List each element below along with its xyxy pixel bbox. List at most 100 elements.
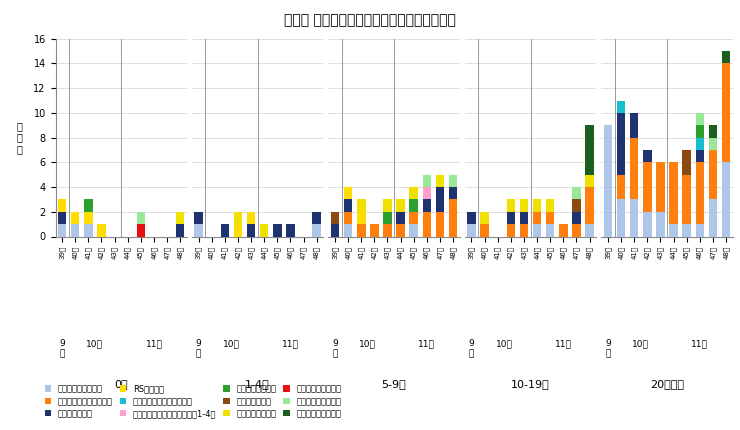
Bar <box>617 113 625 175</box>
Bar <box>234 212 242 224</box>
Bar <box>467 212 476 224</box>
Bar <box>696 125 704 138</box>
Bar <box>572 224 581 236</box>
Bar <box>221 224 229 236</box>
Bar <box>357 224 366 236</box>
Bar <box>397 200 405 212</box>
Text: 1-4歳: 1-4歳 <box>245 379 270 389</box>
Bar <box>409 224 418 236</box>
Bar <box>176 224 184 236</box>
Bar <box>136 212 145 224</box>
Bar <box>344 187 352 200</box>
Bar <box>423 175 431 187</box>
Bar <box>533 224 542 236</box>
Bar <box>344 200 352 212</box>
Bar <box>585 125 593 175</box>
Bar <box>533 200 542 212</box>
Bar <box>383 224 391 236</box>
Bar <box>682 224 691 236</box>
Bar <box>260 224 269 236</box>
Bar <box>669 224 678 236</box>
Bar <box>273 224 281 236</box>
Text: 10月: 10月 <box>360 339 376 348</box>
Bar <box>682 150 691 175</box>
Bar <box>507 212 515 224</box>
Bar <box>344 224 352 236</box>
Bar <box>331 224 339 236</box>
Text: 9
月: 9 月 <box>332 339 338 359</box>
Bar <box>449 200 457 237</box>
Bar <box>643 212 652 237</box>
Bar <box>286 224 295 236</box>
Bar <box>480 212 489 224</box>
Bar <box>546 200 554 212</box>
Text: 10月: 10月 <box>223 339 240 348</box>
Bar <box>71 224 79 236</box>
Bar <box>84 212 92 224</box>
Bar <box>722 51 730 63</box>
Legend: 新型コロナウイルス, インフルエンザウイルス, ライノウイルス, RSウイルス, ヒトメタニューモウイルス, パラインフルエンザウイルス1-4型, ヒトボカウイ: 新型コロナウイルス, インフルエンザウイルス, ライノウイルス, RSウイルス,… <box>41 381 345 421</box>
Bar <box>630 138 639 200</box>
Text: 10月: 10月 <box>632 339 649 348</box>
Bar <box>71 212 79 224</box>
Bar <box>669 162 678 224</box>
Text: 10-19歳: 10-19歳 <box>511 379 550 389</box>
Bar <box>519 224 528 236</box>
Bar <box>709 138 717 150</box>
Text: 0歳: 0歳 <box>114 379 128 389</box>
Bar <box>409 187 418 200</box>
Bar <box>643 150 652 162</box>
Bar <box>546 224 554 236</box>
Bar <box>58 224 67 236</box>
Bar <box>722 63 730 162</box>
Bar <box>195 224 203 236</box>
Bar <box>630 113 639 138</box>
Bar <box>423 187 431 200</box>
Bar <box>604 125 612 237</box>
Bar <box>449 175 457 187</box>
Bar <box>656 212 665 237</box>
Bar <box>467 224 476 236</box>
Bar <box>709 150 717 200</box>
Bar <box>246 224 255 236</box>
Bar <box>617 175 625 200</box>
Bar <box>643 162 652 212</box>
Bar <box>312 224 321 236</box>
Bar <box>507 200 515 212</box>
Text: 11月: 11月 <box>418 339 435 348</box>
Bar <box>519 212 528 224</box>
Bar <box>572 212 581 224</box>
Text: 5-9歳: 5-9歳 <box>382 379 406 389</box>
Bar <box>572 187 581 200</box>
Bar <box>246 212 255 224</box>
Bar <box>357 200 366 212</box>
Bar <box>656 162 665 212</box>
Bar <box>480 224 489 236</box>
Text: 11月: 11月 <box>146 339 162 348</box>
Text: 10月: 10月 <box>496 339 513 348</box>
Bar <box>436 187 444 212</box>
Bar <box>682 175 691 224</box>
Bar <box>357 212 366 224</box>
Text: 年齢別 病原体検出数の推移（不検出を除く）: 年齢別 病原体検出数の推移（不検出を除く） <box>284 13 456 27</box>
Bar <box>58 212 67 224</box>
Bar <box>722 162 730 237</box>
Bar <box>585 224 593 236</box>
Bar <box>585 187 593 224</box>
Bar <box>397 224 405 236</box>
Bar <box>195 212 203 224</box>
Bar <box>630 200 639 237</box>
Text: 9
月: 9 月 <box>468 339 474 359</box>
Text: 11月: 11月 <box>691 339 708 348</box>
Bar <box>383 200 391 212</box>
Bar <box>617 101 625 113</box>
Bar <box>234 224 242 236</box>
Text: 11月: 11月 <box>282 339 299 348</box>
Bar <box>709 200 717 237</box>
Bar <box>572 200 581 212</box>
Bar <box>58 200 67 212</box>
Bar <box>409 200 418 212</box>
Bar <box>383 212 391 224</box>
Bar <box>696 113 704 125</box>
Bar <box>331 212 339 224</box>
